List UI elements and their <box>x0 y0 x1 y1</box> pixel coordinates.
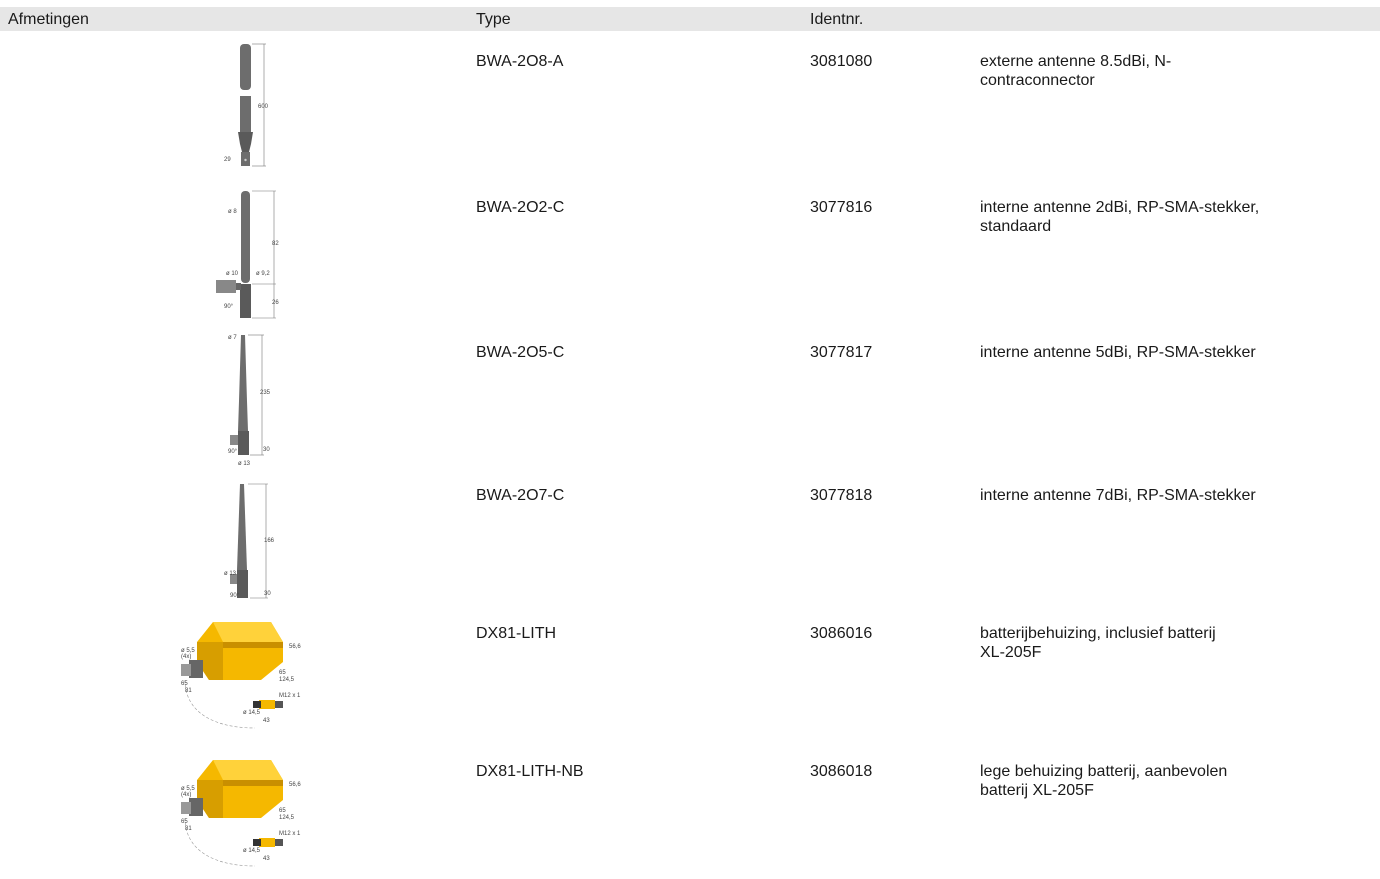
dim-label: 600 <box>258 104 269 110</box>
product-type: DX81-LITH-NB <box>476 763 584 780</box>
dim-label: ø 5,5 <box>181 786 195 792</box>
dim-label: 26 <box>272 300 279 306</box>
dim-label: 65 <box>181 819 188 825</box>
description-line: externe antenne 8.5dBi, N- <box>980 53 1172 70</box>
dim-label: 82 <box>272 241 279 247</box>
dim-label: ø 13 <box>238 461 251 467</box>
product-ident: 3077817 <box>810 344 873 361</box>
dim-label: ø 7 <box>228 335 237 341</box>
product-type: BWA-2O5-C <box>476 344 565 361</box>
dim-label: ø 8 <box>228 209 237 215</box>
table-header: Afmetingen Type Identnr. <box>0 7 1380 31</box>
dim-label: 124,5 <box>279 677 295 683</box>
dim-label: 90° <box>228 449 238 455</box>
dim-label: 43 <box>263 718 270 724</box>
table-row: ø 5,5 (4x) 56,6 65 124,5 65 81 M12 x 1 ø… <box>0 614 1380 746</box>
dim-label: 43 <box>263 856 270 862</box>
dim-label: (4x) <box>181 654 191 660</box>
header-dimensions: Afmetingen <box>8 11 89 28</box>
product-type: BWA-2O2-C <box>476 199 565 216</box>
product-ident: 3077818 <box>810 487 873 504</box>
dim-label: 56,6 <box>289 644 301 650</box>
dim-label: 81 <box>185 688 192 694</box>
description-line: interne antenne 2dBi, RP-SMA-stekker, <box>980 199 1260 216</box>
dim-label: M12 x 1 <box>279 831 301 837</box>
product-description: batterijbehuizing, inclusief batterij XL… <box>980 624 1370 662</box>
dim-label: ø 9,2 <box>256 271 270 277</box>
product-ident: 3081080 <box>810 53 873 70</box>
antenna-drawing-bwa-2o5-c: ø 7 235 90° 30 ø 13 <box>222 331 282 467</box>
product-type: BWA-2O7-C <box>476 487 565 504</box>
product-description: externe antenne 8.5dBi, N- contraconnect… <box>980 52 1370 90</box>
antenna-drawing-bwa-2o8-a: 600 29 <box>222 40 282 170</box>
dim-label: ø 5,5 <box>181 648 195 654</box>
battery-housing-drawing-dx81-lith-nb: ø 5,5 (4x) 56,6 65 124,5 65 81 M12 x 1 ø… <box>175 756 305 878</box>
header-ident: Identnr. <box>810 11 864 28</box>
dim-label: ø 14,5 <box>243 848 261 854</box>
dim-label: 30 <box>263 447 270 453</box>
dim-label: 166 <box>264 538 275 544</box>
dim-label: M12 x 1 <box>279 693 301 699</box>
dim-label: (4x) <box>181 792 191 798</box>
description-line: contraconnector <box>980 72 1095 89</box>
description-line: interne antenne 7dBi, RP-SMA-stekker <box>980 487 1256 504</box>
table-row: ø 7 235 90° 30 ø 13 BWA-2O5-C 3077817 in… <box>0 331 1380 467</box>
dim-label: ø 13 <box>224 571 237 577</box>
product-ident: 3086018 <box>810 763 873 780</box>
dim-label: 65 <box>181 681 188 687</box>
product-ident: 3086016 <box>810 625 873 642</box>
product-type: DX81-LITH <box>476 625 557 642</box>
description-line: batterijbehuizing, inclusief batterij <box>980 625 1216 642</box>
dim-label: 29 <box>224 157 231 163</box>
battery-housing-drawing-dx81-lith: ø 5,5 (4x) 56,6 65 124,5 65 81 M12 x 1 ø… <box>175 618 305 744</box>
dim-label: 30 <box>264 591 271 597</box>
dim-label: 81 <box>185 826 192 832</box>
table-row: ø 5,5 (4x) 56,6 65 124,5 65 81 M12 x 1 ø… <box>0 752 1380 879</box>
product-ident: 3077816 <box>810 199 873 216</box>
dim-label: 65 <box>279 808 286 814</box>
product-description: lege behuizing batterij, aanbevolen batt… <box>980 762 1370 800</box>
dim-label: 65 <box>279 670 286 676</box>
dim-label: 90° <box>230 593 240 599</box>
dim-label: 124,5 <box>279 815 295 821</box>
table-row: ø 8 82 ø 10 ø 9,2 26 90° BWA-2O2-C 30778… <box>0 188 1380 323</box>
table-row: 166 ø 13 90° 30 BWA-2O7-C 3077818 intern… <box>0 474 1380 606</box>
description-line: standaard <box>980 218 1052 235</box>
table-row: 600 29 BWA-2O8-A 3081080 externe antenne… <box>0 40 1380 180</box>
dim-label: 90° <box>224 304 234 310</box>
dim-label: ø 14,5 <box>243 710 261 716</box>
product-description: interne antenne 7dBi, RP-SMA-stekker <box>980 486 1370 505</box>
dim-label: 235 <box>260 390 271 396</box>
header-type: Type <box>476 11 511 28</box>
description-line: lege behuizing batterij, aanbevolen <box>980 763 1228 780</box>
description-line: batterij XL-205F <box>980 782 1094 799</box>
antenna-drawing-bwa-2o2-c: ø 8 82 ø 10 ø 9,2 26 90° <box>208 188 288 322</box>
description-line: interne antenne 5dBi, RP-SMA-stekker <box>980 344 1256 361</box>
product-description: interne antenne 5dBi, RP-SMA-stekker <box>980 343 1370 362</box>
product-description: interne antenne 2dBi, RP-SMA-stekker, st… <box>980 198 1370 236</box>
antenna-drawing-bwa-2o7-c: 166 ø 13 90° 30 <box>222 474 282 606</box>
description-line: XL-205F <box>980 644 1042 661</box>
dim-label: 56,6 <box>289 782 301 788</box>
product-type: BWA-2O8-A <box>476 53 564 70</box>
dim-label: ø 10 <box>226 271 239 277</box>
